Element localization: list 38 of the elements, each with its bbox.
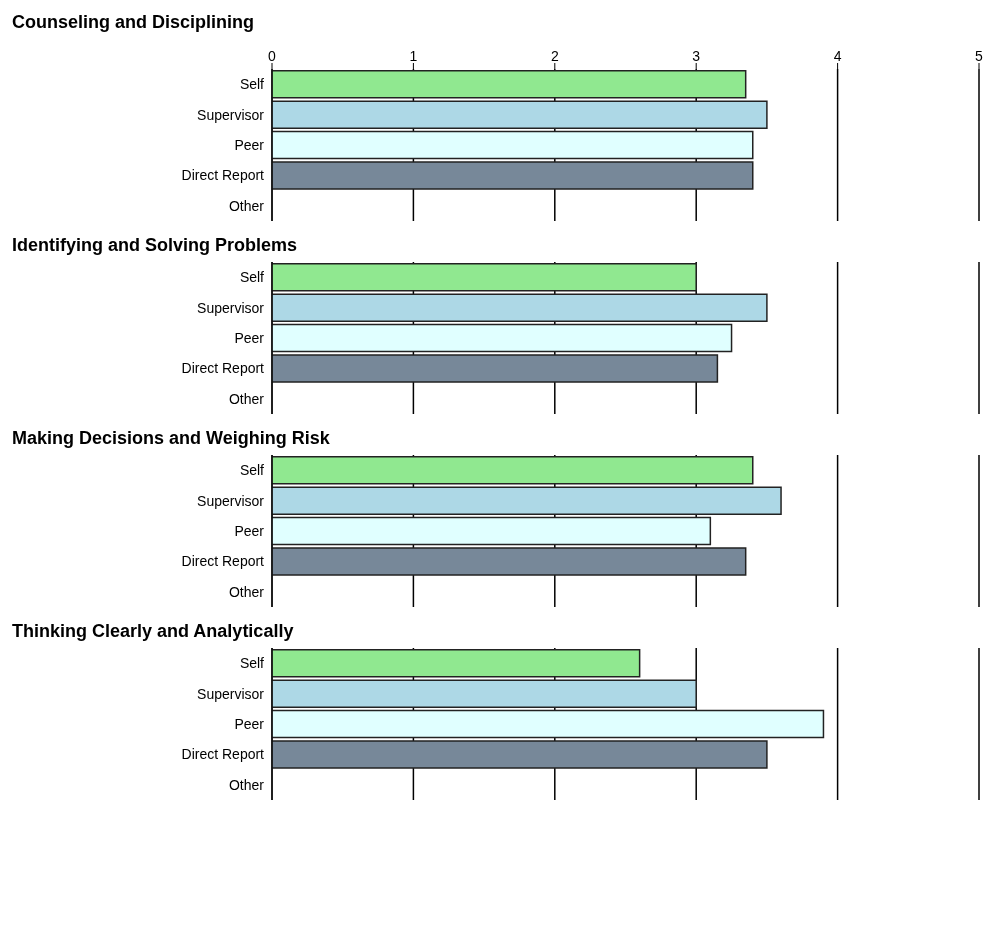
x-tick-label: 4	[833, 48, 842, 64]
y-tick-label: Other	[228, 583, 265, 600]
y-tick-label: Self	[239, 269, 265, 286]
chart-title: Thinking Clearly and Analytically	[11, 620, 295, 643]
x-tick-label: 0	[268, 48, 277, 64]
y-tick-label: Peer	[234, 136, 265, 153]
y-tick-label: Other	[228, 776, 265, 793]
bar	[272, 161, 754, 190]
x-tick-label: 1	[409, 48, 418, 64]
x-tick-label: 5	[975, 48, 984, 64]
y-tick-label: Supervisor	[197, 299, 265, 316]
y-tick-label: Supervisor	[197, 685, 265, 702]
bar	[272, 740, 768, 769]
bar	[272, 516, 712, 546]
y-tick-label: Direct Report	[181, 167, 265, 184]
y-tick-label: Peer	[234, 715, 265, 732]
y-tick-label: Self	[239, 655, 265, 672]
y-tick-label: Peer	[234, 329, 265, 346]
bar	[272, 130, 754, 160]
y-tick-label: Direct Report	[181, 746, 265, 763]
x-tick-label: 3	[692, 48, 701, 64]
chart-title: Identifying and Solving Problems	[11, 234, 299, 257]
bar	[272, 709, 825, 739]
y-tick-label: Self	[239, 462, 265, 479]
y-tick-label: Other	[228, 197, 265, 214]
bar	[272, 547, 747, 576]
y-tick-label: Other	[228, 390, 265, 407]
y-tick-label: Supervisor	[197, 106, 265, 123]
bar	[272, 323, 733, 353]
x-tick-label: 2	[550, 48, 559, 64]
y-tick-label: Direct Report	[181, 360, 265, 377]
bar	[272, 354, 719, 383]
y-tick-label: Supervisor	[197, 492, 265, 509]
y-tick-label: Peer	[234, 522, 265, 539]
chart-title: Making Decisions and Weighing Risk	[11, 427, 331, 450]
chart-title: Counseling and Disciplining	[11, 11, 255, 34]
y-tick-label: Direct Report	[181, 553, 265, 570]
y-tick-label: Self	[239, 76, 265, 93]
